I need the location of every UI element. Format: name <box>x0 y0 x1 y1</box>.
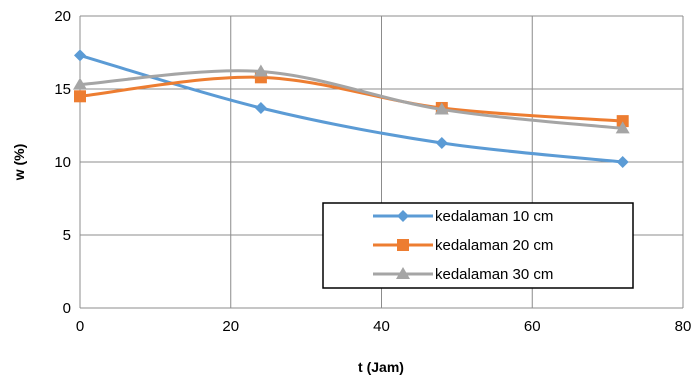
legend-item: kedalaman 20 cm <box>373 237 553 254</box>
grid-lines <box>79 15 684 309</box>
data-point <box>615 121 630 134</box>
legend-label: kedalaman 10 cm <box>435 208 553 225</box>
data-point <box>74 90 86 103</box>
y-tick-label: 0 <box>63 300 71 317</box>
data-point <box>616 156 629 168</box>
data-point <box>253 64 268 77</box>
data-point <box>434 102 449 115</box>
y-tick-label: 10 <box>54 154 71 171</box>
y-axis-title: w (%) <box>11 144 27 182</box>
series-line <box>79 69 623 130</box>
x-tick-label: 0 <box>76 318 84 335</box>
y-tick-label: 15 <box>54 81 71 98</box>
x-axis-title: t (Jam) <box>358 359 404 375</box>
legend-item: kedalaman 30 cm <box>373 266 553 283</box>
legend-marker <box>397 210 409 222</box>
data-point <box>254 101 267 114</box>
legend-label: kedalaman 30 cm <box>435 266 553 283</box>
x-tick-label: 20 <box>222 318 239 335</box>
series-line <box>79 75 623 123</box>
x-axis-ticks: 0 20 40 60 80 <box>76 318 692 335</box>
x-tick-label: 60 <box>524 318 541 335</box>
series-3 <box>73 64 630 134</box>
series-line <box>79 53 623 164</box>
data-point <box>74 49 86 62</box>
series-1 <box>74 49 629 168</box>
y-tick-label: 20 <box>54 8 71 25</box>
legend-marker <box>396 267 410 279</box>
legend: kedalaman 10 cm kedalaman 20 cm kedalaman … <box>322 202 634 289</box>
legend-label: kedalaman 20 cm <box>435 237 553 254</box>
data-point <box>73 77 87 90</box>
legend-marker <box>397 239 409 251</box>
data-point <box>616 115 629 128</box>
y-tick-label: 5 <box>63 227 71 244</box>
x-tick-label: 80 <box>675 318 692 335</box>
legend-item: kedalaman 10 cm <box>373 208 553 225</box>
data-point <box>435 137 448 150</box>
x-tick-label: 40 <box>373 318 390 335</box>
y-axis-ticks: 0 5 10 15 20 <box>54 8 71 317</box>
series-layer <box>73 49 630 168</box>
